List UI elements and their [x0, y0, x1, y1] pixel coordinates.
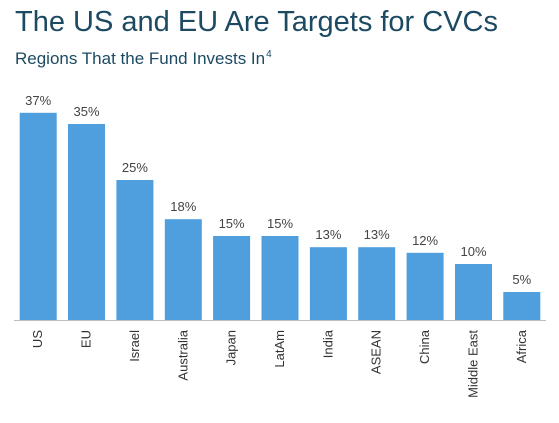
data-label: 13%: [364, 227, 390, 242]
chart-title: The US and EU Are Targets for CVCs: [15, 6, 499, 38]
x-tick-label: Africa: [514, 329, 529, 363]
bar-australia: [164, 219, 202, 320]
data-label: 35%: [73, 104, 99, 119]
data-label: 5%: [512, 272, 531, 287]
bar-india: [309, 247, 347, 320]
data-label: 15%: [219, 216, 245, 231]
data-label: 25%: [122, 160, 148, 175]
x-tick-label: Australia: [175, 329, 190, 380]
chart-subtitle: Regions That the Fund Invests In4: [15, 44, 272, 70]
x-tick-label: Middle East: [466, 330, 481, 398]
x-tick-label: Israel: [127, 330, 142, 362]
data-label: 37%: [25, 93, 51, 108]
data-label: 13%: [315, 227, 341, 242]
bar-middle-east: [455, 264, 492, 320]
data-label: 10%: [460, 244, 486, 259]
bar-japan: [213, 236, 251, 320]
x-tick-label: EU: [79, 330, 94, 348]
bar-israel: [116, 180, 154, 320]
data-label: 18%: [170, 199, 196, 214]
bar-africa: [503, 292, 541, 320]
bar-asean: [358, 247, 396, 320]
data-label: 12%: [412, 233, 438, 248]
x-tick-label: US: [30, 330, 45, 348]
bar-eu: [68, 124, 105, 320]
bar-us: [19, 112, 57, 320]
x-tick-label: LatAm: [272, 330, 287, 368]
data-label: 15%: [267, 216, 293, 231]
bar-latam: [261, 236, 299, 320]
x-tick-label: Japan: [224, 330, 239, 365]
x-tick-label: China: [417, 329, 432, 364]
bar-china: [406, 252, 444, 320]
x-tick-label: ASEAN: [369, 330, 384, 374]
subtitle-text: Regions That the Fund Invests In: [15, 49, 266, 68]
subtitle-footnote-marker: 4: [266, 49, 272, 60]
x-tick-label: India: [320, 329, 335, 358]
